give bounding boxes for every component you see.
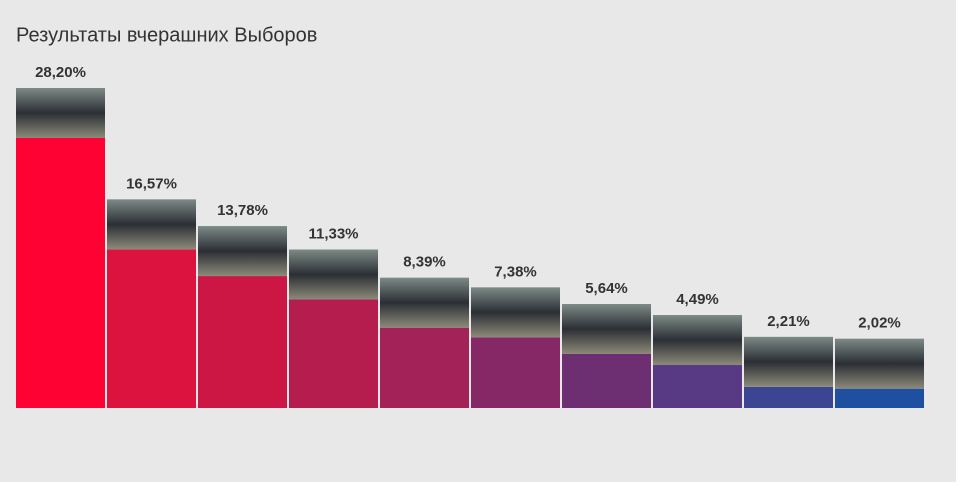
car-photo [562,304,651,354]
car-photo [289,249,378,300]
value-label: 5,64% [585,280,628,297]
value-label: 13,78% [217,202,268,219]
car-photo [198,226,287,277]
bar [744,386,833,408]
value-label: 2,02% [858,315,901,332]
chart-title: Результаты вчерашних Выборов [16,24,317,46]
car-photo [653,315,742,366]
car-photo [471,287,560,338]
value-label: 28,20% [35,64,86,81]
value-label: 2,21% [767,313,810,330]
value-label: 8,39% [403,254,446,271]
bar [562,354,651,408]
bar [380,327,469,408]
value-label: 7,38% [494,263,537,280]
bar [471,337,560,408]
bar [835,388,924,408]
bar [289,299,378,408]
car-photo [835,338,924,389]
car-photo [380,277,469,328]
bar [107,249,196,408]
bar [16,138,105,408]
car-photo [744,336,833,387]
value-label: 16,57% [126,175,177,192]
car-photo [107,199,196,250]
bar [198,276,287,408]
value-label: 11,33% [308,225,358,242]
car-photo [16,88,105,138]
bar [653,365,742,408]
value-label: 4,49% [676,291,719,308]
